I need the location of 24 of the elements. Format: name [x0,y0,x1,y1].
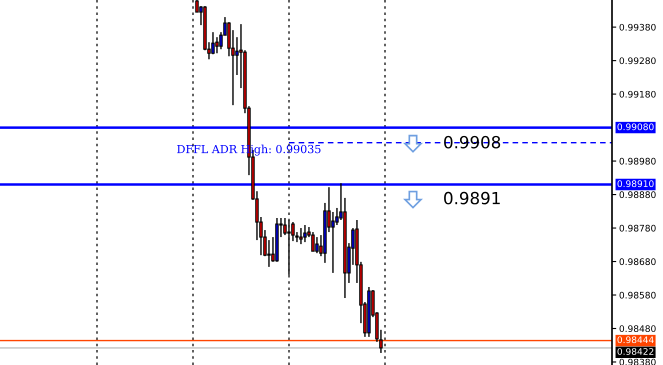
text: 0.9908 [444,136,500,148]
candlestick [303,224,307,243]
ref-line-label: 0.98444 [617,336,654,344]
text: 0.99380 [620,24,656,31]
text: 0.98880 [620,191,656,198]
candlestick [299,227,303,245]
text: 0.99280 [620,57,656,64]
candlestick [283,217,287,236]
text: 0.98980 [620,158,656,165]
candlestick [267,239,271,268]
ref-line-label: 0.98910 [617,180,654,188]
candlestick [311,231,315,252]
candlestick [235,36,239,76]
text: 0.98580 [620,292,656,299]
text: 0.98480 [620,325,656,332]
text: 0.99180 [620,90,656,98]
ref-line-label: 0.98422 [617,348,654,355]
ref-line-label: 0.99080 [617,123,654,130]
text: 0.98680 [620,258,656,266]
candlestick [315,236,319,254]
text: 0.9891 [444,192,500,204]
candlestick [215,36,219,54]
text: 0.98780 [620,224,656,232]
candlestick [331,211,335,274]
